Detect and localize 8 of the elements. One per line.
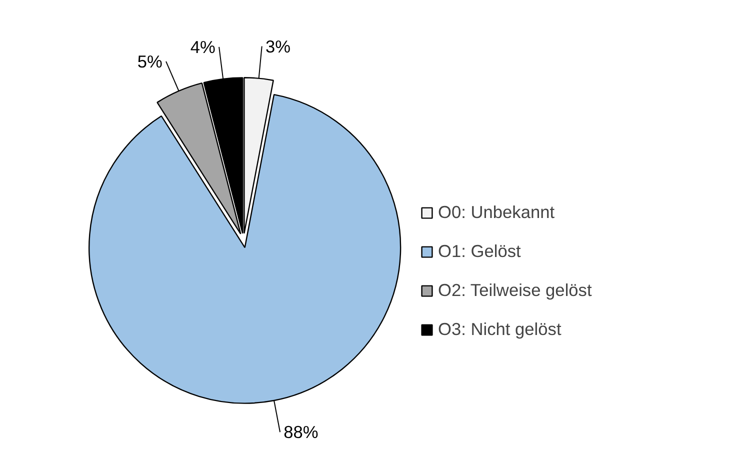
data-label: 3% [265,36,290,56]
legend-label: O0: Unbekannt [438,202,555,223]
legend-label: O3: Nicht gelöst [438,319,562,340]
data-label: 4% [190,36,216,57]
data-label: 5% [137,51,162,72]
legend-label: O1: Gelöst [438,241,521,262]
legend-label: O2: Teilweise gelöst [438,280,592,301]
data-label: 88% [284,422,318,442]
